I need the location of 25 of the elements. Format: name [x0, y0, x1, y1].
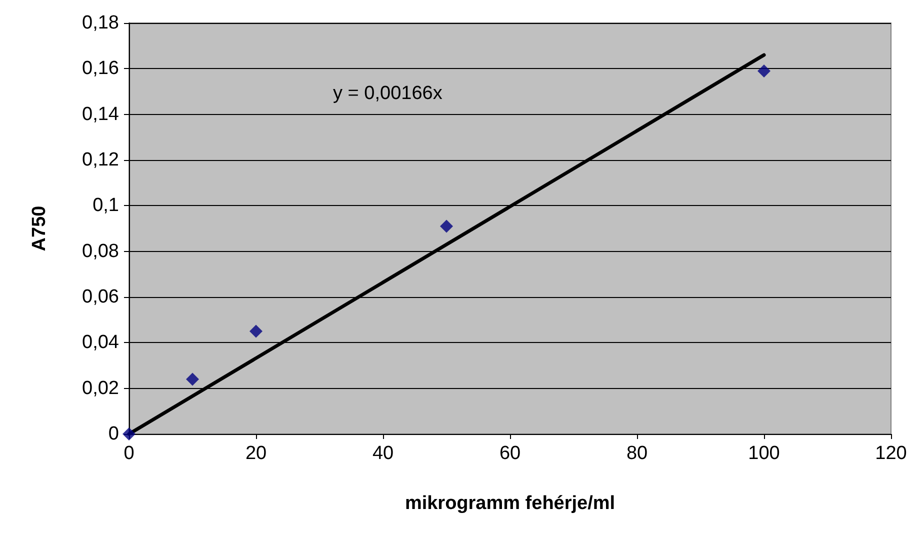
y-tick-label: 0,04: [82, 332, 120, 354]
point: [440, 220, 453, 233]
point: [186, 372, 199, 386]
x-tick-label: 0: [124, 443, 134, 464]
x-tick-label: 20: [245, 443, 267, 464]
x-tick-label: 120: [875, 443, 907, 464]
y-tick-label: 0,12: [82, 150, 119, 170]
point: [250, 324, 262, 338]
point: [758, 64, 770, 78]
x-tick-label: 60: [499, 443, 521, 464]
x-tick-label: 40: [372, 443, 394, 464]
y-tick-label: 0,18: [82, 12, 119, 34]
x-tick-label: 100: [748, 443, 780, 464]
x-tick-label: 80: [626, 443, 648, 464]
y-tick-label: 0,06: [82, 286, 119, 308]
y-tick-label: 0: [108, 424, 119, 444]
y-tick-label: 0,1: [92, 195, 119, 216]
point: [122, 428, 136, 440]
y-tick-label: 0,02: [82, 378, 119, 399]
annotation: y = 0,00166x: [333, 83, 443, 104]
y-tick-label: 0,14: [82, 104, 120, 125]
y-tick-label: 0,08: [82, 240, 119, 262]
y-tick-label: 0,16: [82, 58, 119, 80]
y-axis-title: A750: [29, 206, 50, 252]
x-axis-title: mikrogramm fehérje/ml: [404, 493, 616, 514]
